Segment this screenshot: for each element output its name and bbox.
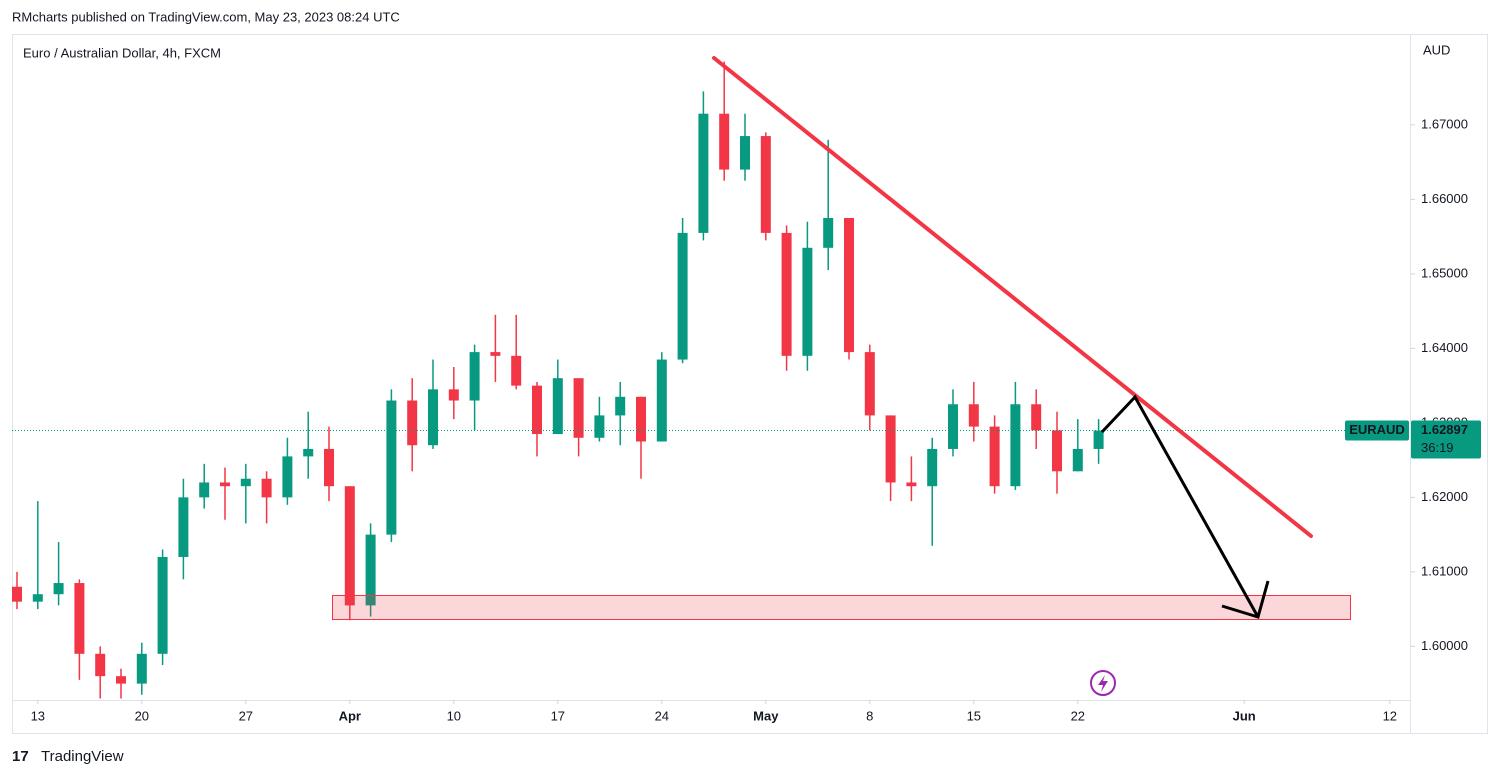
symbol-title: Euro / Australian Dollar, 4h, FXCM <box>23 45 221 60</box>
candle-body <box>552 378 563 435</box>
candle-body <box>1093 430 1104 449</box>
candle-body <box>74 583 85 654</box>
x-tick-label: Jun <box>1233 708 1256 723</box>
projection-arrow <box>1100 394 1260 618</box>
candle-body <box>885 415 896 483</box>
currency-label: AUD <box>1423 42 1450 57</box>
candle-body <box>365 534 376 606</box>
candle-body <box>12 586 22 602</box>
candle-body <box>698 113 709 233</box>
candle-body <box>532 385 542 435</box>
candle-body <box>719 113 730 170</box>
candle-body <box>178 497 189 557</box>
x-tick-label: May <box>753 708 779 723</box>
x-tick-label: 17 <box>551 708 565 723</box>
candle-body <box>968 404 979 427</box>
x-tick-label: 27 <box>239 708 253 723</box>
x-tick-label: 22 <box>1071 708 1085 723</box>
candle-body <box>760 136 771 233</box>
candle-body <box>927 448 938 487</box>
candle-body <box>906 482 917 487</box>
chart-frame <box>12 34 1488 734</box>
price-label: EURAUD 1.62897 36:19 <box>1345 420 1481 459</box>
candle-body <box>989 426 1000 487</box>
price-tag <box>1411 420 1481 459</box>
candle-body <box>1072 448 1083 472</box>
candle-body <box>573 378 584 438</box>
candle-body <box>490 352 501 356</box>
candle-body <box>823 218 834 248</box>
candle-body <box>1010 404 1021 487</box>
candle-body <box>636 396 646 442</box>
candle-body <box>303 448 314 457</box>
axes: 1.600001.610001.620001.630001.640001.650… <box>31 116 1468 723</box>
candle-body <box>844 218 854 353</box>
candle-body <box>781 232 792 356</box>
x-tick-label: 24 <box>655 708 669 723</box>
x-tick-label: 15 <box>967 708 981 723</box>
y-tick-label: 1.61000 <box>1421 563 1468 578</box>
x-tick-label: 10 <box>447 708 461 723</box>
price-tag-text: 1.62897 <box>1421 422 1468 437</box>
candle-body <box>615 396 626 416</box>
tv-logo-mark: 17 <box>12 748 29 765</box>
x-tick-label: 8 <box>866 708 873 723</box>
event-icon-bolt <box>1098 675 1108 692</box>
candle-body <box>948 404 958 449</box>
y-tick-label: 1.66000 <box>1421 191 1468 206</box>
candle-body <box>428 389 438 446</box>
arrow-head <box>1221 580 1270 619</box>
candle-body <box>407 400 418 446</box>
x-tick-label: 20 <box>135 708 149 723</box>
countdown-text: 36:19 <box>1421 440 1454 455</box>
candle-body <box>95 653 106 677</box>
candle-body <box>157 556 168 654</box>
publisher-header: RMcharts published on TradingView.com, M… <box>12 9 400 24</box>
candle-body <box>740 136 750 170</box>
candle-body <box>511 355 522 386</box>
candle-body <box>199 482 210 498</box>
trend-line <box>712 56 1313 538</box>
candle-body <box>32 594 43 602</box>
candle-body <box>469 352 480 401</box>
candle-body <box>116 676 126 684</box>
candle-body <box>1052 430 1062 472</box>
y-tick-label: 1.62000 <box>1421 489 1468 504</box>
candle-body <box>136 653 147 684</box>
candle-body <box>344 486 355 606</box>
candle-body <box>802 247 813 356</box>
candle-body <box>677 232 688 360</box>
y-tick-label: 1.64000 <box>1421 340 1468 355</box>
candle-body <box>448 389 459 401</box>
candle-body <box>220 482 230 487</box>
candle-body <box>261 478 272 498</box>
candle-body <box>386 400 397 535</box>
candle-body <box>656 359 667 442</box>
candle-body <box>282 456 293 498</box>
symbol-tag-text: EURAUD <box>1349 422 1405 437</box>
y-tick-label: 1.67000 <box>1421 116 1468 131</box>
y-tick-label: 1.65000 <box>1421 265 1468 280</box>
x-tick-label: Apr <box>339 708 361 723</box>
y-tick-label: 1.60000 <box>1421 638 1468 653</box>
candle-body <box>324 448 334 487</box>
candle-body <box>240 478 251 487</box>
candle-body <box>864 352 875 416</box>
x-tick-label: 13 <box>31 708 45 723</box>
candle-body <box>1031 404 1042 431</box>
x-tick-label: 12 <box>1383 708 1397 723</box>
candle-body <box>53 583 64 595</box>
support-zone <box>332 595 1351 620</box>
candle-body <box>594 415 605 438</box>
footer-brand: TradingView <box>41 748 124 765</box>
symbol-tag <box>1345 420 1409 441</box>
event-icon[interactable] <box>1090 670 1116 696</box>
